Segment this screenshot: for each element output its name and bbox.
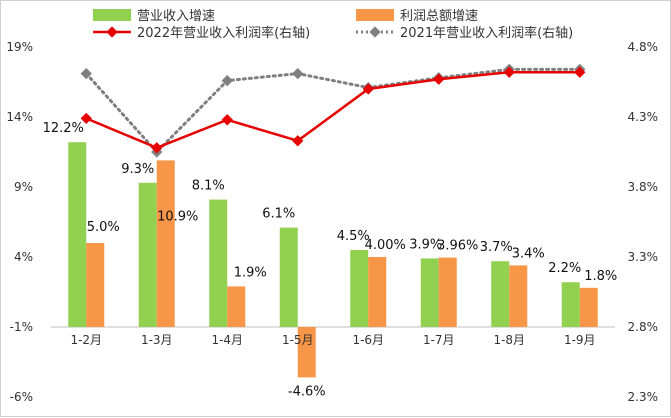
bar-revenue-growth [561, 282, 580, 327]
bar-revenue-growth [209, 199, 228, 327]
legend-marker-2022-margin [106, 26, 118, 38]
bar-profit-growth [579, 287, 598, 327]
point-2022-margin [292, 135, 304, 147]
legend-label-2022-margin: 2022年营业收入利润率(右轴) [137, 25, 310, 41]
data-label-profit-growth: 5.0% [87, 220, 120, 235]
x-category-label: 1-6月 [352, 333, 384, 347]
y-left-tick-label: 4% [14, 250, 33, 264]
data-label-revenue-growth: 3.9% [409, 237, 442, 252]
y-axis-right: 4.8% 4.3% 3.8% 3.3% 2.8% 2.3% [628, 40, 659, 404]
y-axis-left: 19% 14% 9% 4% -1% -6% [6, 40, 33, 404]
bar-profit-growth [438, 257, 457, 327]
y-right-tick-label: 4.3% [628, 110, 659, 124]
bar-revenue-growth [420, 258, 439, 327]
y-right-tick-label: 2.8% [628, 320, 659, 334]
data-label-revenue-growth: 6.1% [262, 207, 295, 222]
data-label-revenue-growth: 12.2% [43, 121, 84, 136]
data-label-profit-growth: 1.8% [584, 269, 617, 284]
line-2021-margin [84, 67, 582, 155]
legend-label-2021-margin: 2021年营业收入利润率(右轴) [400, 25, 573, 41]
y-right-tick-label: 2.3% [628, 390, 659, 404]
y-left-tick-label: -6% [10, 390, 33, 404]
bar-revenue-growth [68, 142, 87, 327]
x-category-label: 1-4月 [211, 333, 243, 347]
legend-marker-2021-margin [369, 26, 381, 38]
x-category-label: 1-5月 [282, 333, 314, 347]
legend: 营业收入增速 利润总额增速 2022年营业收入利润率(右轴) 2021年营业收入… [93, 9, 573, 41]
y-left-tick-label: -1% [10, 320, 33, 334]
bar-revenue-growth [138, 182, 157, 327]
data-label-profit-growth: -4.6% [288, 384, 326, 399]
data-label-revenue-growth: 2.2% [548, 261, 581, 276]
point-2022-margin [151, 142, 163, 154]
y-left-tick-label: 14% [6, 110, 33, 124]
point-2021-margin [292, 67, 304, 80]
bar-profit-growth [227, 286, 246, 327]
data-label-profit-growth: 4.00% [365, 238, 406, 253]
data-label-profit-growth: 10.9% [157, 209, 198, 224]
y-left-tick-label: 9% [14, 180, 33, 194]
legend-swatch-revenue-growth [93, 9, 131, 21]
point-2022-margin [433, 73, 445, 85]
y-right-tick-label: 3.8% [628, 180, 659, 194]
x-category-label: 1-8月 [493, 333, 525, 347]
bar-revenue-growth [491, 261, 510, 327]
data-label-profit-growth: 1.9% [234, 265, 267, 280]
y-right-tick-label: 3.3% [628, 250, 659, 264]
data-label-revenue-growth: 4.5% [337, 229, 370, 244]
data-label-revenue-growth: 9.3% [121, 162, 154, 177]
bar-revenue-growth [279, 227, 298, 327]
data-label-revenue-growth: 8.1% [192, 179, 225, 194]
data-label-profit-growth: 3.4% [512, 246, 545, 261]
y-left-tick-label: 19% [6, 40, 33, 54]
bar-revenue-growth [350, 250, 369, 327]
legend-label-revenue-growth: 营业收入增速 [137, 9, 215, 24]
x-category-label: 1-2月 [70, 333, 102, 347]
data-label-revenue-growth: 3.7% [480, 240, 513, 255]
bar-profit-growth [297, 327, 316, 378]
bar-profit-growth [156, 160, 175, 327]
plot-area: 1-2月 1-3月 1-4月 1-5月 1-6月 1-7月 1-8月 1-9月 12.2% 9.3… [43, 63, 617, 399]
point-2022-margin [221, 114, 233, 126]
bar-profit-growth [86, 243, 105, 327]
legend-label-profit-growth: 利润总额增速 [400, 9, 478, 24]
x-category-label: 1-9月 [564, 333, 596, 347]
x-category-label: 1-7月 [423, 333, 455, 347]
bar-profit-growth [368, 257, 387, 327]
legend-swatch-profit-growth [356, 9, 394, 21]
data-label-profit-growth: 3.96% [437, 239, 478, 254]
x-category-label: 1-3月 [141, 333, 173, 347]
line-2022-margin [85, 70, 580, 150]
bar-profit-growth [509, 265, 528, 327]
y-right-tick-label: 4.8% [628, 40, 659, 54]
